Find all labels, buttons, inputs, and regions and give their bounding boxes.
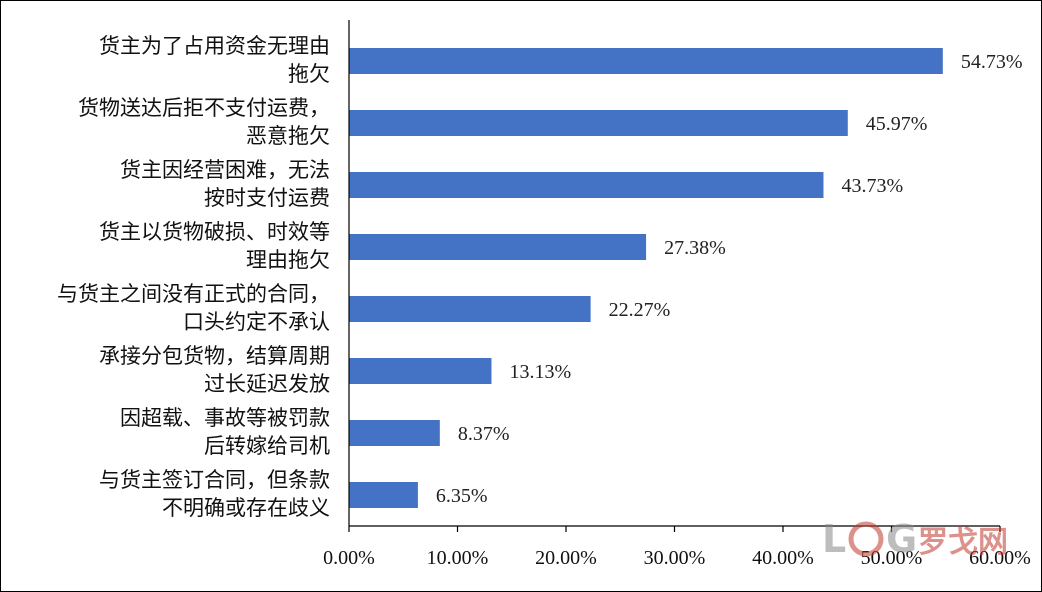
category-label: 过长延迟发放 xyxy=(204,372,330,396)
value-label: 22.27% xyxy=(609,299,671,321)
bar xyxy=(349,48,943,74)
bar xyxy=(349,482,418,508)
value-label: 8.37% xyxy=(458,423,510,445)
x-tick-label: 20.00% xyxy=(535,547,597,569)
category-label: 货物送达后拒不支付运费， xyxy=(78,96,330,120)
value-label: 13.13% xyxy=(509,361,571,383)
category-label: 后转嫁给司机 xyxy=(204,434,330,458)
category-label: 口头约定不承认 xyxy=(183,310,330,334)
x-tick-label: 30.00% xyxy=(644,547,706,569)
category-label: 货主以货物破损、时效等 xyxy=(99,220,330,244)
svg-text:G: G xyxy=(886,517,917,561)
bar xyxy=(349,296,591,322)
category-label: 因超载、事故等被罚款 xyxy=(120,406,330,430)
category-label: 按时支付运费 xyxy=(204,186,330,210)
category-label: 货主因经营困难，无法 xyxy=(120,158,330,182)
category-label: 与货主之间没有正式的合同， xyxy=(57,282,330,306)
value-label: 6.35% xyxy=(436,485,488,507)
bar xyxy=(349,172,824,198)
svg-text:L: L xyxy=(822,517,846,561)
category-label: 理由拖欠 xyxy=(246,248,330,272)
category-label: 拖欠 xyxy=(288,62,330,86)
svg-text:罗戈网: 罗戈网 xyxy=(918,525,1008,560)
bar xyxy=(349,110,848,136)
bar xyxy=(349,234,647,260)
category-label: 恶意拖欠 xyxy=(246,124,330,148)
x-tick-label: 10.00% xyxy=(427,547,489,569)
x-tick-label: 40.00% xyxy=(752,547,814,569)
watermark-logo: L G 罗戈网 xyxy=(822,517,1008,561)
value-label: 27.38% xyxy=(664,237,726,259)
category-label: 与货主签订合同，但条款 xyxy=(99,468,330,492)
x-tick-label: 0.00% xyxy=(323,547,375,569)
bar xyxy=(349,420,440,446)
category-label: 承接分包货物，结算周期 xyxy=(99,344,330,368)
category-label: 货主为了占用资金无理由 xyxy=(99,34,330,58)
value-label: 43.73% xyxy=(841,175,903,197)
category-label: 不明确或存在歧义 xyxy=(162,496,330,520)
value-label: 45.97% xyxy=(866,113,928,135)
x-tick-label: 60.00% xyxy=(969,547,1031,569)
value-label: 54.73% xyxy=(961,51,1023,73)
bar xyxy=(349,358,492,384)
